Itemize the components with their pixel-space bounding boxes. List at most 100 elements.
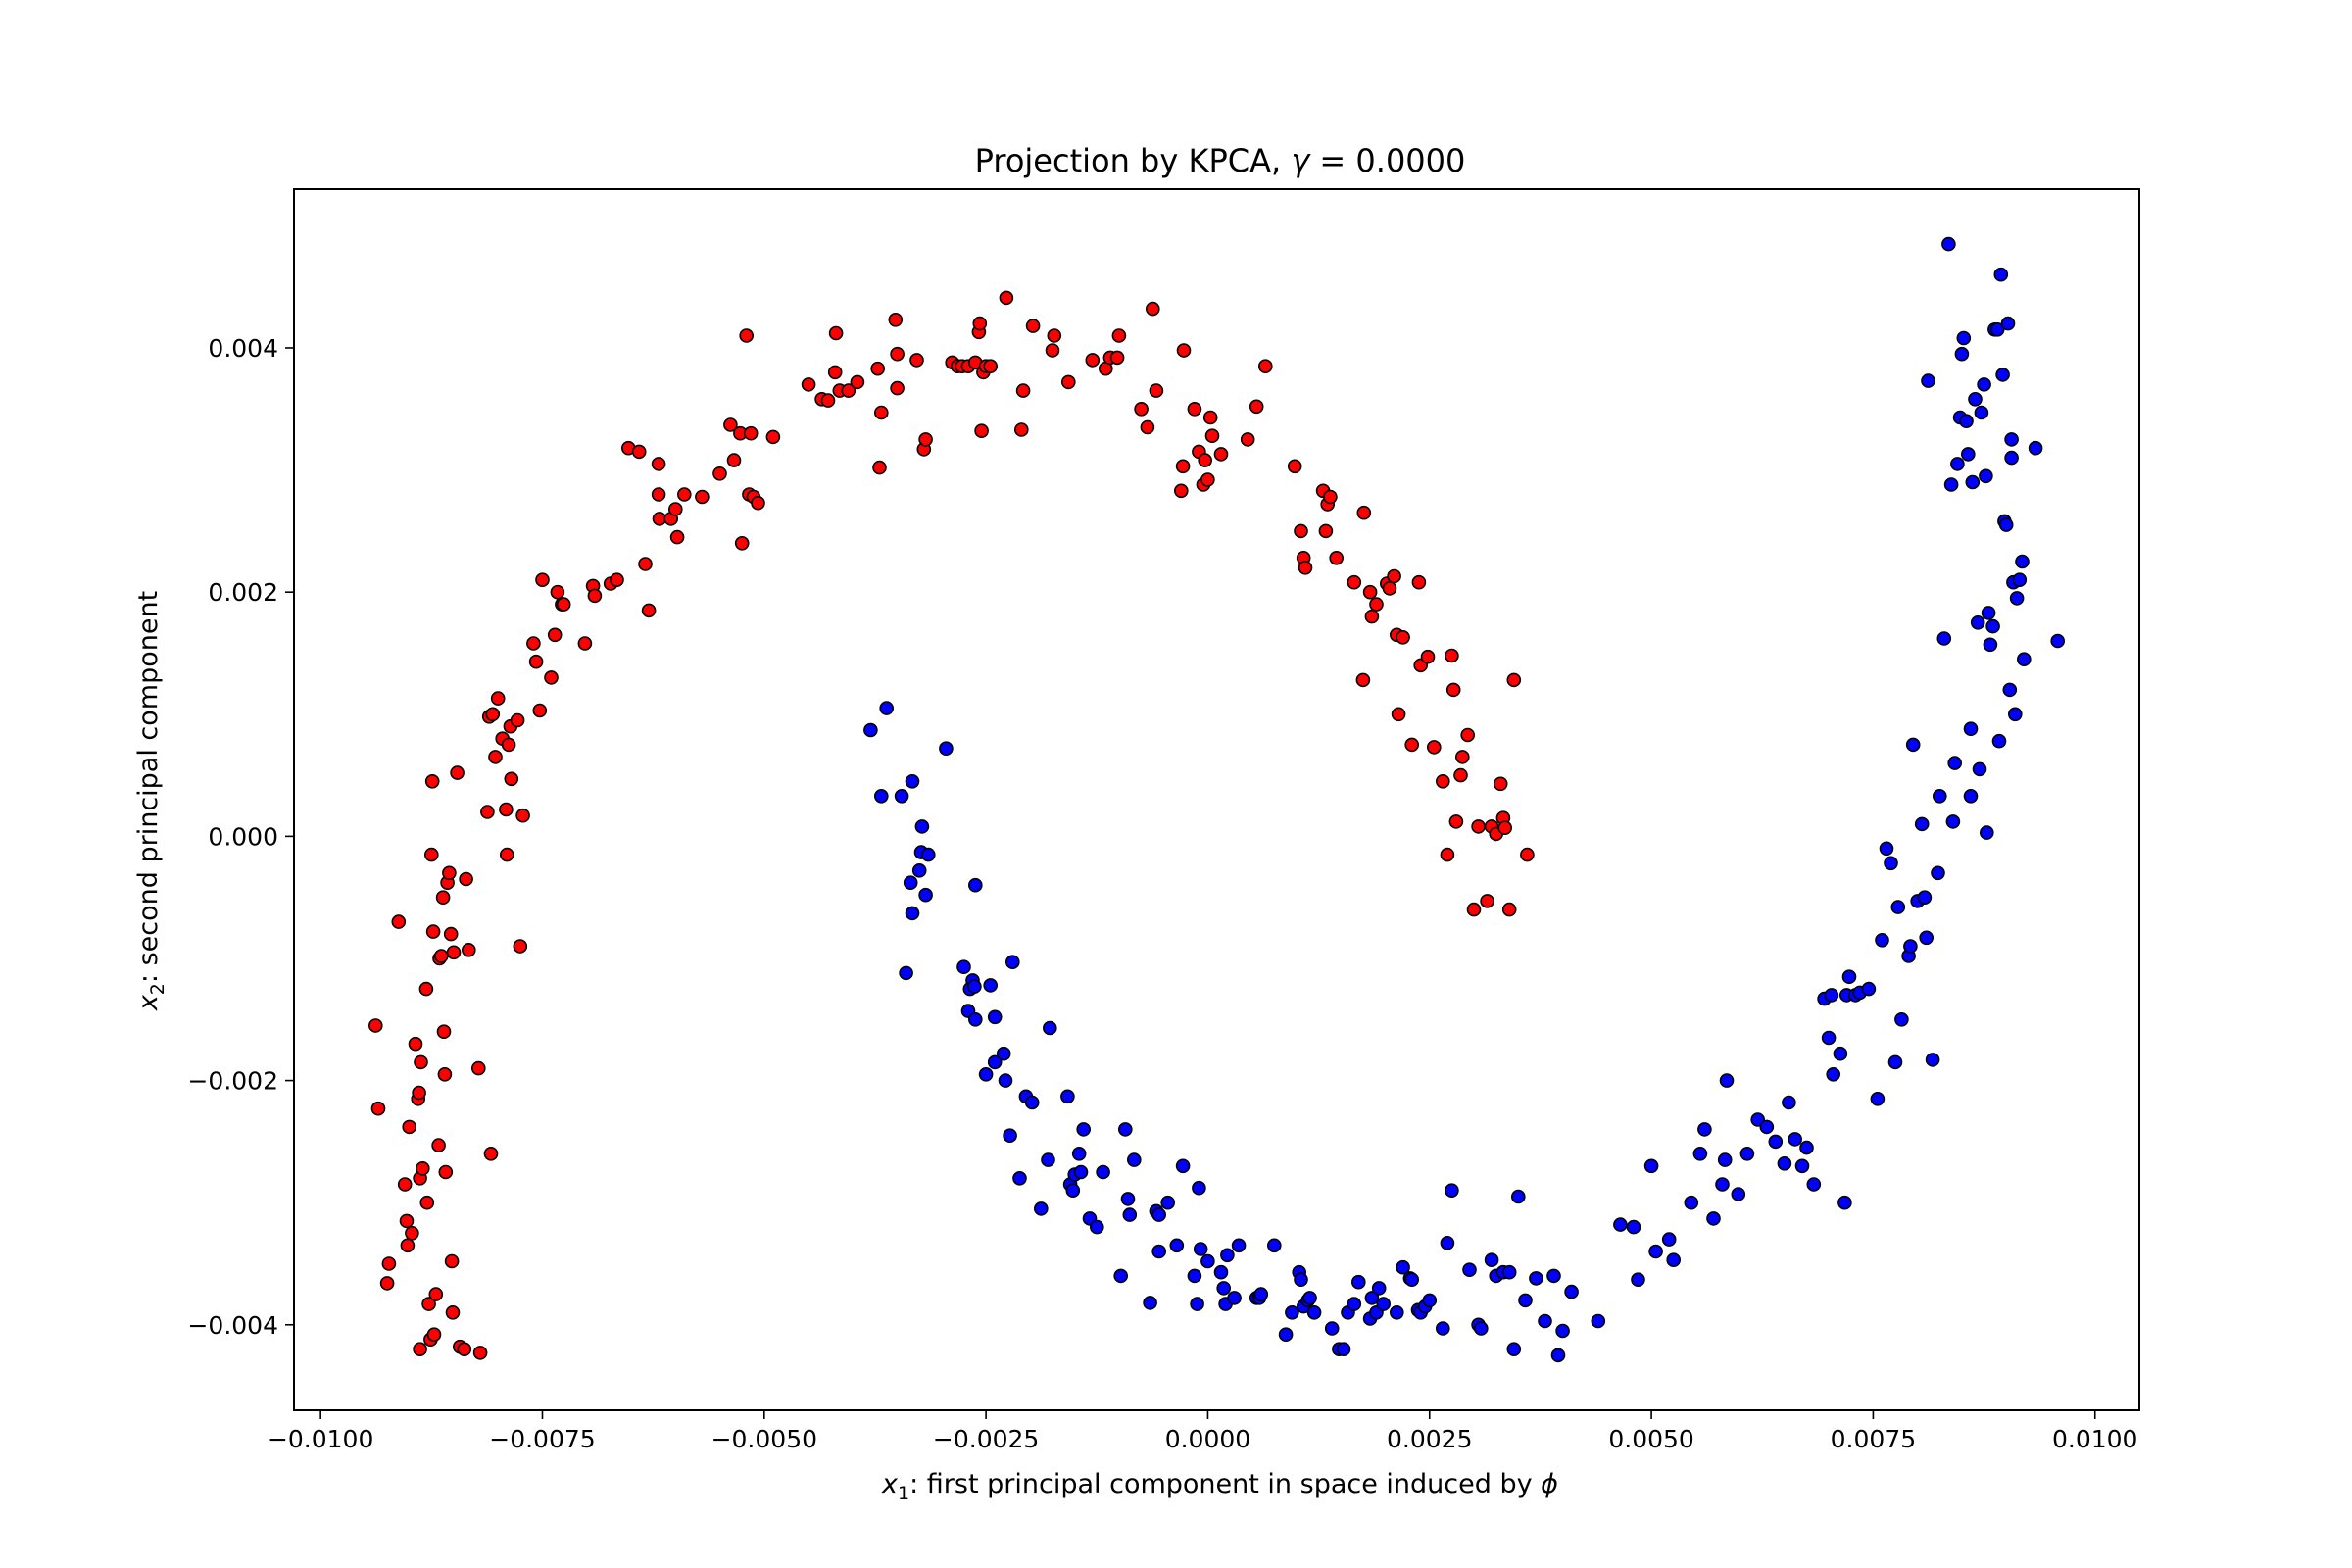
blue-data-point [1120, 1192, 1136, 1206]
blue-data-point [1692, 1147, 1708, 1161]
blue-data-point [1905, 737, 1921, 753]
blue-data-point [2002, 682, 2018, 698]
red-data-point [870, 361, 886, 376]
red-data-point [667, 502, 683, 516]
x-axis-label: x1: first principal component in space i… [881, 1469, 1558, 1504]
red-data-point [526, 636, 541, 651]
red-data-point [368, 1018, 383, 1033]
blue-data-point [1591, 1313, 1606, 1329]
red-data-point [443, 926, 459, 942]
blue-data-point [1666, 1252, 1681, 1267]
blue-data-point [1436, 1321, 1450, 1336]
blue-data-point [967, 877, 983, 893]
red-data-point [421, 1297, 436, 1311]
blue-data-point [1511, 1189, 1526, 1204]
red-data-point [400, 1238, 416, 1253]
red-data-point [544, 670, 559, 685]
blue-data-point [1841, 969, 1857, 985]
red-data-point [1149, 383, 1164, 398]
blue-data-point [1113, 1268, 1128, 1284]
blue-data-point [1012, 1171, 1027, 1186]
red-data-point [1355, 672, 1371, 688]
blue-data-point [1462, 1262, 1477, 1277]
blue-data-point [879, 701, 895, 715]
blue-data-point [1096, 1164, 1110, 1180]
blue-data-point [983, 978, 999, 993]
red-data-point [405, 1226, 419, 1241]
red-data-point [532, 703, 548, 718]
red-data-point [801, 377, 816, 392]
red-data-point [1347, 574, 1362, 590]
blue-data-point [1890, 900, 1906, 914]
red-data-point [419, 1195, 435, 1210]
red-data-point [577, 636, 593, 651]
red-data-point [461, 942, 476, 957]
blue-data-point [873, 788, 889, 804]
red-data-point [499, 847, 514, 862]
blue-data-point [1903, 939, 1918, 954]
red-data-point [1294, 523, 1308, 539]
blue-data-point [1979, 468, 1993, 484]
red-data-point [425, 924, 441, 939]
red-data-point [1047, 328, 1062, 343]
red-data-point [1025, 318, 1041, 333]
blue-data-point [1518, 1293, 1533, 1308]
blue-data-point [1546, 1268, 1561, 1284]
red-data-point [510, 712, 525, 728]
red-data-point [726, 453, 742, 467]
red-data-point [381, 1256, 397, 1271]
blue-data-point [918, 887, 933, 903]
blue-data-point [2009, 591, 2025, 606]
blue-data-point [1347, 1297, 1362, 1311]
red-data-point [442, 865, 457, 881]
red-data-point [457, 1342, 472, 1356]
blue-data-point [1887, 1054, 1903, 1070]
red-data-point [1362, 584, 1378, 600]
blue-data-point [905, 773, 920, 789]
blue-data-point [905, 906, 920, 921]
blue-data-point [1788, 1132, 1802, 1147]
red-data-point [1455, 750, 1470, 764]
blue-data-point [1422, 1293, 1438, 1308]
red-data-point [1506, 672, 1522, 688]
blue-data-point [1390, 1305, 1404, 1320]
red-data-point [547, 627, 563, 643]
y-tick-label: 0.000 [208, 822, 278, 851]
red-data-point [651, 457, 666, 471]
red-data-point [1249, 399, 1264, 415]
blue-data-point [1306, 1305, 1322, 1320]
blue-data-point [1963, 788, 1979, 804]
red-data-point [631, 444, 647, 460]
blue-data-point [956, 959, 971, 975]
blue-data-point [1945, 814, 1961, 829]
blue-data-point [1175, 1158, 1191, 1174]
red-data-point [1440, 847, 1455, 862]
red-data-point [1411, 574, 1427, 590]
red-data-point [418, 981, 434, 997]
blue-data-point [1152, 1207, 1166, 1222]
blue-data-point [914, 819, 930, 834]
blue-data-point [1777, 1156, 1792, 1171]
blue-data-point [1445, 1183, 1459, 1198]
blue-data-point [1838, 1195, 1852, 1210]
red-data-point [890, 346, 905, 362]
red-data-point [485, 707, 501, 722]
red-data-point [610, 572, 624, 588]
red-data-point [1460, 727, 1475, 743]
blue-data-point [1961, 447, 1976, 462]
red-data-point [1356, 505, 1372, 520]
red-data-point [1480, 894, 1494, 908]
blue-data-point [1474, 1321, 1489, 1336]
red-data-point [828, 325, 844, 341]
blue-data-point [2004, 432, 2019, 447]
red-data-point [370, 1101, 386, 1116]
red-data-point [641, 603, 657, 618]
blue-data-point [987, 1054, 1003, 1070]
blue-data-point [939, 741, 954, 757]
blue-data-point [1991, 733, 2007, 749]
red-data-point [528, 654, 544, 669]
red-data-point [426, 1327, 442, 1342]
red-data-point [445, 1305, 461, 1320]
x-tick-label: −0.0025 [933, 1425, 1039, 1453]
